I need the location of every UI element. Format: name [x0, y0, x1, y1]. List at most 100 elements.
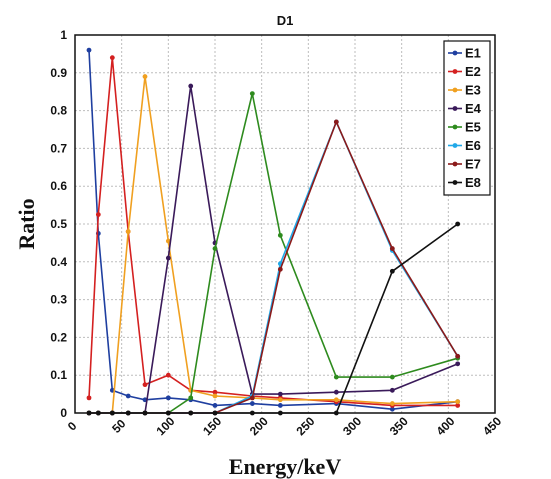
data-point [212, 389, 218, 395]
y-tick-label: 0.3 [50, 293, 67, 307]
series-e7 [86, 119, 461, 416]
y-tick-label: 0.4 [50, 255, 67, 269]
data-point [455, 361, 461, 367]
data-point [165, 410, 171, 416]
y-tick-label: 0.1 [50, 368, 67, 382]
data-point [109, 410, 115, 416]
legend-item: E1 [448, 46, 481, 61]
series-line [89, 85, 458, 414]
series [86, 47, 461, 416]
legend-swatch-marker [452, 124, 458, 130]
data-point [389, 374, 395, 380]
x-axis-label: Energy/keV [229, 454, 342, 479]
data-point [455, 399, 461, 405]
x-tick-label: 200 [247, 414, 271, 438]
y-tick-label: 0.5 [50, 217, 67, 231]
data-point [212, 246, 218, 251]
data-point [277, 403, 283, 408]
x-tick-label: 150 [200, 414, 224, 438]
series-line [88, 57, 458, 407]
data-point [277, 266, 283, 272]
data-point [212, 410, 218, 416]
data-point [142, 410, 148, 416]
data-point [389, 387, 395, 393]
data-point [188, 410, 194, 416]
data-point [277, 391, 283, 397]
x-tick-label: 300 [340, 414, 364, 438]
data-point [249, 410, 255, 416]
legend-label: E2 [465, 64, 481, 79]
y-tick-label: 0.7 [50, 141, 67, 155]
data-point [277, 410, 283, 416]
data-point [333, 374, 339, 380]
series-line [89, 76, 458, 414]
legend-label: E4 [465, 101, 482, 116]
y-tick-label: 0 [60, 406, 67, 420]
data-point [142, 382, 148, 388]
series-e8 [86, 221, 461, 416]
legend-swatch-marker [452, 143, 458, 148]
data-point [455, 221, 461, 227]
legend-item: E7 [448, 157, 481, 172]
x-tick-label: 450 [480, 414, 504, 438]
grid [75, 35, 495, 413]
chart-title: D1 [277, 13, 294, 28]
data-point [86, 410, 92, 416]
legend-swatch-marker [452, 87, 458, 93]
data-point [455, 403, 461, 408]
y-tick-label: 0.9 [50, 66, 67, 80]
data-point [249, 91, 255, 96]
y-axis-ticks: 0 0.1 0.2 0.3 0.4 0.5 0.6 0.7 0.8 0.9 1 [50, 28, 67, 420]
data-point [142, 74, 148, 79]
legend-swatch-marker [452, 161, 458, 167]
data-point [249, 401, 255, 406]
x-tick-label: 350 [387, 414, 411, 438]
data-point [188, 395, 194, 401]
series-e2 [86, 55, 461, 408]
x-tick-label: 100 [153, 414, 177, 438]
data-point [95, 410, 101, 416]
legend-label: E1 [465, 46, 481, 61]
y-tick-label: 0.8 [50, 104, 67, 118]
legend-item: E6 [448, 138, 481, 153]
legend-swatch-marker [452, 106, 458, 111]
data-point [165, 395, 171, 401]
legend-label: E5 [465, 120, 481, 135]
data-point [333, 397, 339, 403]
data-point [455, 353, 461, 359]
data-point [333, 119, 339, 125]
legend: E1 E2 E3 E4 E5 E6 E7 E8 [443, 40, 491, 196]
x-tick-label: 400 [433, 414, 457, 438]
legend-label: E8 [465, 175, 481, 190]
data-point [86, 395, 92, 401]
legend-label: E3 [465, 83, 481, 98]
y-axis-label: Ratio [14, 198, 39, 249]
data-point [249, 395, 255, 401]
data-point [125, 393, 131, 399]
x-tick-label: 0 [65, 419, 80, 434]
legend-swatch-marker [452, 69, 458, 74]
legend-item: E2 [448, 64, 481, 79]
data-point [95, 212, 101, 217]
legend-item: E5 [448, 120, 481, 135]
data-point [188, 83, 194, 89]
data-point [125, 410, 131, 416]
data-point [165, 372, 171, 378]
series-line [89, 119, 459, 414]
data-point [389, 268, 395, 274]
legend-item: E3 [448, 83, 481, 98]
data-point [333, 389, 339, 395]
data-point [86, 47, 92, 53]
y-tick-label: 1 [60, 28, 67, 42]
y-tick-label: 0.2 [50, 330, 67, 344]
data-point [277, 232, 283, 238]
data-point [277, 397, 283, 403]
x-tick-label: 250 [293, 414, 317, 438]
data-point [333, 410, 339, 416]
legend-label: E6 [465, 138, 481, 153]
legend-label: E7 [465, 157, 481, 172]
legend-item: E4 [448, 101, 482, 116]
legend-item: E8 [448, 175, 481, 190]
x-axis-ticks: 0 50 100 150 200 250 300 350 400 450 [65, 414, 505, 438]
